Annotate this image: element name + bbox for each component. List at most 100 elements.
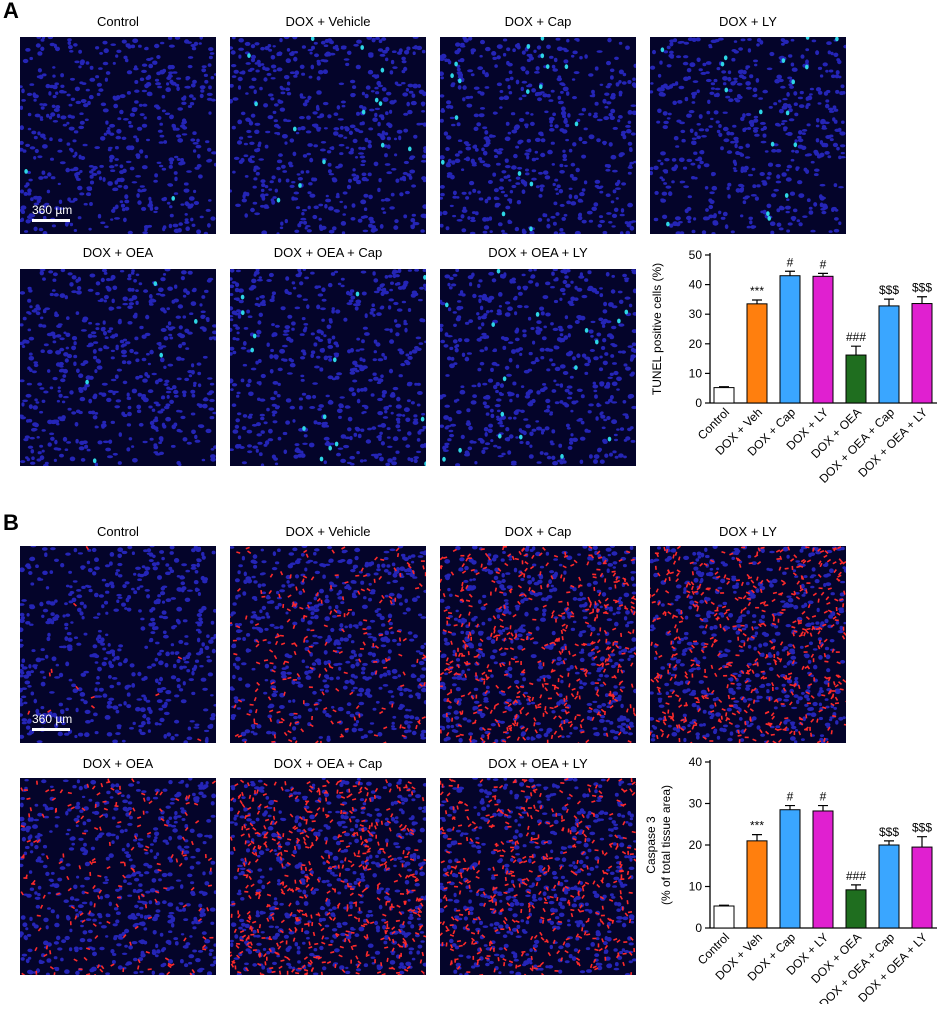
error-bar: [752, 300, 762, 304]
micrograph: [440, 546, 636, 743]
y-axis-label: Caspase 3: [645, 816, 658, 874]
significance-label: #: [820, 790, 827, 804]
image-title: Control: [18, 524, 218, 539]
micrograph-image: [230, 269, 426, 466]
bar: [879, 306, 899, 403]
panel-letter: A: [3, 0, 19, 24]
bar: [813, 811, 833, 928]
scale-bar-label: 360 µm: [32, 203, 72, 217]
micrograph-image: [440, 778, 636, 975]
micrograph: [20, 269, 216, 466]
micrograph: [230, 269, 426, 466]
micrograph-image: [440, 546, 636, 743]
y-axis-label: (% of total tissue area): [659, 785, 673, 905]
significance-label: ***: [750, 819, 764, 833]
y-tick-label: 10: [689, 366, 703, 380]
micrograph-image: [230, 778, 426, 975]
micrograph-image: [440, 269, 636, 466]
micrograph: [650, 37, 846, 234]
error-bar: [917, 297, 927, 304]
error-bar: [884, 299, 894, 306]
scale-bar: 360 µm: [32, 712, 72, 731]
scale-bar-label: 360 µm: [32, 712, 72, 726]
y-tick-label: 0: [695, 921, 702, 935]
y-tick-label: 50: [689, 248, 703, 262]
error-bar: [851, 885, 861, 890]
significance-label: $$$: [912, 821, 932, 835]
significance-label: #: [787, 790, 794, 804]
image-title: DOX + Cap: [438, 524, 638, 539]
micrograph: [230, 778, 426, 975]
image-title: DOX + OEA + LY: [438, 245, 638, 260]
image-title: DOX + Cap: [438, 14, 638, 29]
bar: [813, 276, 833, 403]
bar: [747, 304, 767, 403]
bar: [912, 847, 932, 928]
bar: [846, 355, 866, 403]
y-tick-label: 30: [689, 307, 703, 321]
y-tick-label: 20: [689, 838, 703, 852]
micrograph: 360 µm: [20, 37, 216, 234]
micrograph-image: [230, 546, 426, 743]
scale-bar-line: [32, 728, 70, 731]
bar: [912, 304, 932, 403]
significance-label: $$$: [879, 283, 899, 297]
micrograph: [440, 37, 636, 234]
significance-label: ###: [846, 869, 866, 883]
error-bar: [818, 806, 828, 811]
bar: [879, 845, 899, 928]
micrograph: [230, 546, 426, 743]
bar: [780, 810, 800, 928]
micrograph-image: [650, 546, 846, 743]
image-title: DOX + OEA + LY: [438, 756, 638, 771]
bar: [714, 906, 734, 928]
image-title: DOX + Vehicle: [228, 524, 428, 539]
significance-label: ###: [846, 330, 866, 344]
y-tick-label: 10: [689, 880, 703, 894]
bar: [747, 841, 767, 928]
error-bar: [785, 806, 795, 810]
error-bar: [785, 271, 795, 275]
image-title: DOX + OEA + Cap: [228, 756, 428, 771]
significance-label: #: [820, 257, 827, 271]
micrograph-image: [20, 778, 216, 975]
y-tick-label: 30: [689, 797, 703, 811]
y-tick-label: 20: [689, 337, 703, 351]
micrograph: [440, 269, 636, 466]
error-bar: [917, 837, 927, 847]
scale-bar: 360 µm: [32, 203, 72, 222]
image-title: Control: [18, 14, 218, 29]
y-tick-label: 40: [689, 278, 703, 292]
significance-label: ***: [750, 284, 764, 298]
y-axis-label: TUNEL positive cells (%): [650, 263, 664, 395]
image-title: DOX + OEA + Cap: [228, 245, 428, 260]
micrograph: [230, 37, 426, 234]
error-bar: [851, 346, 861, 355]
y-tick-label: 0: [695, 396, 702, 410]
scale-bar-line: [32, 219, 70, 222]
micrograph-image: [440, 37, 636, 234]
image-title: DOX + LY: [648, 14, 848, 29]
significance-label: $$$: [879, 825, 899, 839]
image-title: DOX + Vehicle: [228, 14, 428, 29]
panel-letter: B: [3, 510, 19, 536]
micrograph-image: [230, 37, 426, 234]
bar: [846, 890, 866, 928]
image-title: DOX + OEA: [18, 245, 218, 260]
error-bar: [752, 835, 762, 841]
micrograph: [20, 778, 216, 975]
micrograph-image: [20, 269, 216, 466]
micrograph: 360 µm: [20, 546, 216, 743]
micrograph-image: [650, 37, 846, 234]
error-bar: [884, 841, 894, 845]
significance-label: #: [787, 255, 794, 269]
y-tick-label: 40: [689, 755, 703, 769]
micrograph: [440, 778, 636, 975]
image-title: DOX + LY: [648, 524, 848, 539]
bar: [714, 388, 734, 403]
bar-chart: 0 10 20 30 40 Caspase 3(% of total tissue are…: [645, 752, 940, 1009]
image-title: DOX + OEA: [18, 756, 218, 771]
micrograph: [650, 546, 846, 743]
bar: [780, 276, 800, 403]
